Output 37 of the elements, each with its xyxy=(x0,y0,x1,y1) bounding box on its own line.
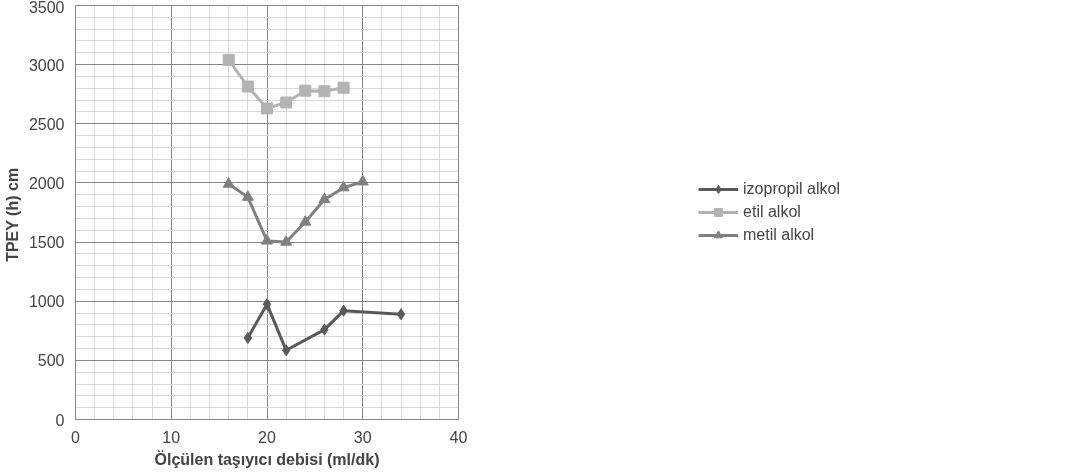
y-tick-label: 1500 xyxy=(28,234,65,252)
point xyxy=(243,331,253,344)
x-tick-label: 10 xyxy=(162,428,181,446)
point xyxy=(222,177,235,188)
x-tick-label: 30 xyxy=(353,428,372,446)
y-tick-label: 500 xyxy=(37,352,65,370)
point xyxy=(337,180,350,192)
legend-label: izopropil alkol xyxy=(743,180,840,198)
point xyxy=(280,96,293,109)
y-tick-label: 3000 xyxy=(28,56,65,74)
point xyxy=(299,84,312,97)
y-tick-label: 2500 xyxy=(28,115,65,133)
point xyxy=(356,174,369,186)
point xyxy=(280,235,293,246)
point xyxy=(241,80,254,93)
legend-label: metil alkol xyxy=(743,226,815,244)
point xyxy=(261,102,273,115)
y-tick-label: 2000 xyxy=(28,174,65,192)
point xyxy=(241,190,254,201)
y-tick-label: 1000 xyxy=(28,293,65,311)
y-tick-label: 3500 xyxy=(28,0,65,16)
y-tick-label: 0 xyxy=(55,411,65,429)
x-axis-title: Ölçülen taşıyıcı debisi (ml/dk) xyxy=(154,449,380,468)
legend-label: etil alkol xyxy=(743,203,801,221)
point xyxy=(281,344,291,357)
point xyxy=(222,53,235,66)
point xyxy=(318,85,331,98)
point xyxy=(337,81,350,94)
x-tick-label: 0 xyxy=(71,428,81,446)
point xyxy=(318,192,331,204)
point xyxy=(262,298,272,311)
x-tick-label: 20 xyxy=(258,428,276,446)
point xyxy=(396,308,406,321)
point xyxy=(299,215,312,226)
y-axis-title: TPEY (h) cm xyxy=(3,167,21,262)
x-tick-label: 40 xyxy=(449,428,468,446)
point xyxy=(261,234,273,245)
